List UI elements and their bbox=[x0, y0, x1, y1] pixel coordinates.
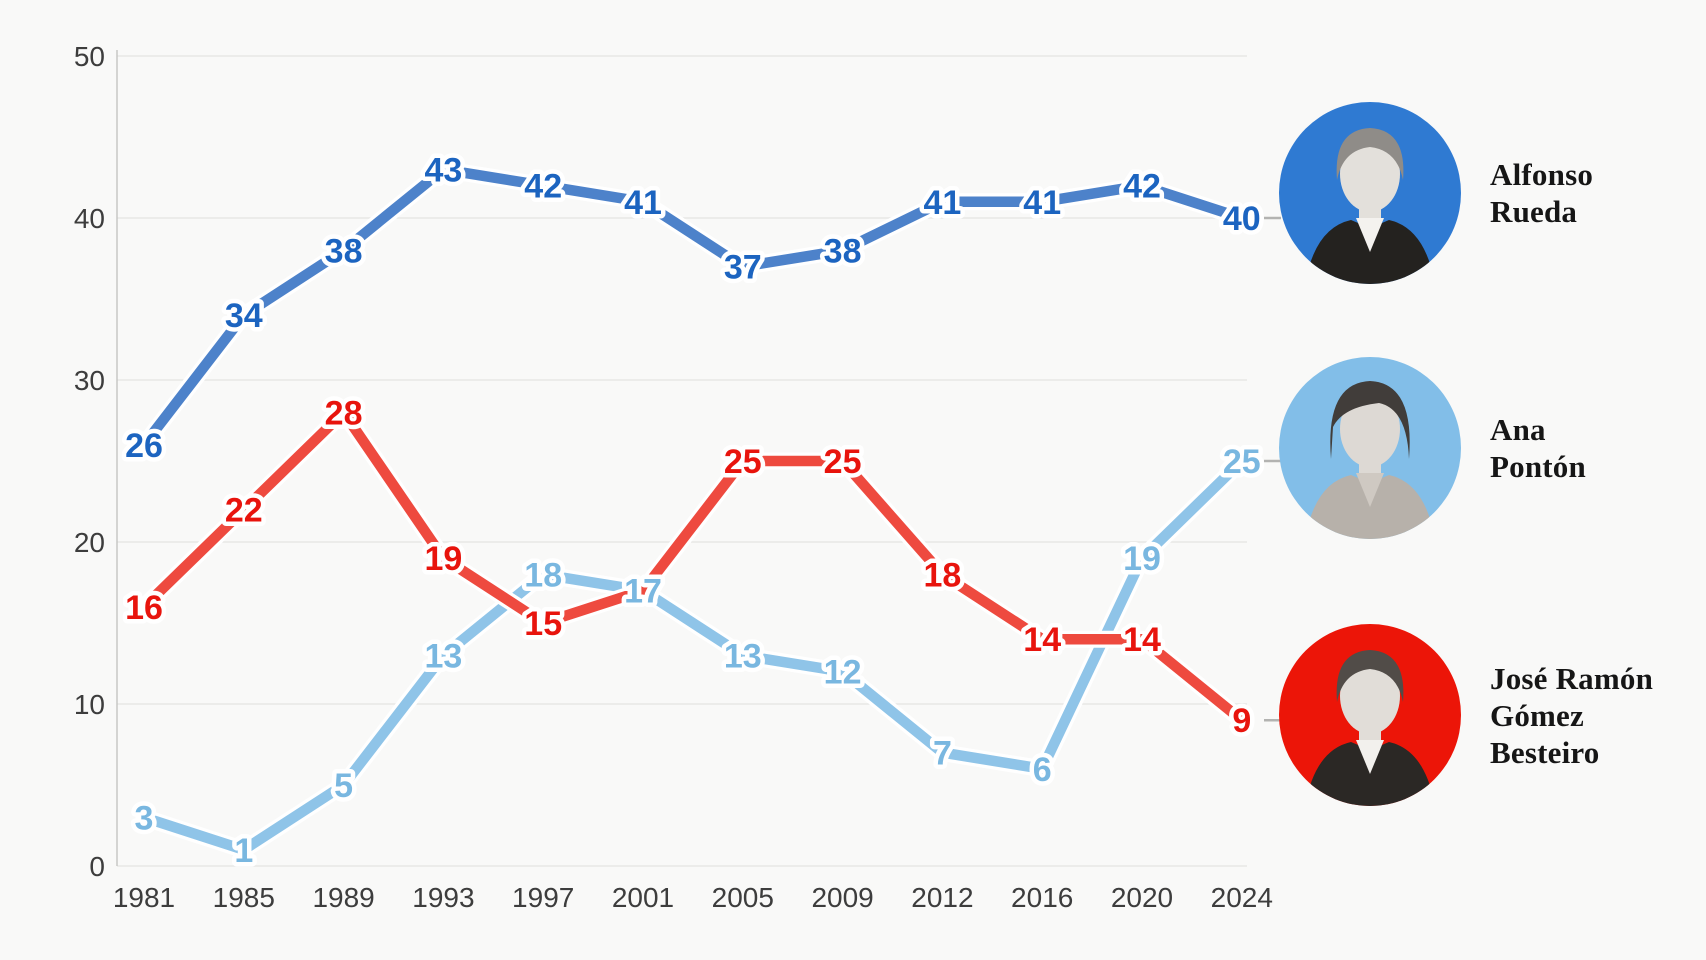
value-label: 19 bbox=[424, 540, 462, 578]
series-line-ana-ponton bbox=[138, 455, 1248, 856]
value-label: 40 bbox=[1223, 200, 1261, 238]
x-axis-tick-label: 2012 bbox=[911, 882, 973, 913]
x-axis-tick-label: 1997 bbox=[512, 882, 574, 913]
value-label: 6 bbox=[1033, 751, 1052, 789]
x-axis-tick-label: 1993 bbox=[412, 882, 474, 913]
value-label: 34 bbox=[225, 297, 263, 335]
x-axis-tick-label: 1989 bbox=[312, 882, 374, 913]
legend-item-ana-ponton: Ana Pontón bbox=[1279, 357, 1586, 539]
value-label: 41 bbox=[624, 184, 662, 222]
value-label: 3 bbox=[135, 799, 154, 837]
value-label: 15 bbox=[524, 605, 562, 643]
value-label: 22 bbox=[225, 492, 263, 530]
series-line-alfonso-rueda bbox=[138, 164, 1248, 451]
value-label: 41 bbox=[923, 184, 961, 222]
value-label: 18 bbox=[923, 556, 961, 594]
candidate-name-ana-ponton: Ana Pontón bbox=[1490, 411, 1586, 485]
x-axis-tick-label: 2024 bbox=[1211, 882, 1273, 913]
x-axis-tick-label: 2009 bbox=[811, 882, 873, 913]
avatar-ana-ponton bbox=[1279, 357, 1461, 539]
y-axis-tick-label: 50 bbox=[74, 41, 105, 72]
avatar-portrait bbox=[1305, 381, 1435, 539]
x-axis-tick-label: 2001 bbox=[612, 882, 674, 913]
series-line-casing-alfonso-rueda bbox=[135, 160, 1251, 454]
value-label: 42 bbox=[1123, 168, 1161, 206]
value-labels-jose-ramon-gomez-besteiro: 16 22 28 19 15 17 25 25 18 14 14 9 bbox=[121, 390, 1256, 745]
y-axis-tick-label: 0 bbox=[89, 851, 105, 882]
value-label: 7 bbox=[933, 735, 952, 773]
y-grid: 0 10 20 30 40 50 bbox=[74, 41, 1247, 882]
candidate-name-line: Ana bbox=[1490, 412, 1546, 447]
candidate-legend: Alfonso Rueda Ana Pontón José Ramón Góme… bbox=[1279, 0, 1706, 960]
value-label: 25 bbox=[724, 443, 762, 481]
y-axis-tick-label: 40 bbox=[74, 203, 105, 234]
x-axis-tick-label: 1985 bbox=[213, 882, 275, 913]
value-label: 1 bbox=[234, 832, 253, 870]
value-label: 28 bbox=[325, 394, 363, 432]
y-axis-tick-label: 30 bbox=[74, 365, 105, 396]
series-line-jose-ramon-gomez-besteiro bbox=[138, 407, 1248, 726]
value-label: 19 bbox=[1123, 540, 1161, 578]
candidate-name-line: Besteiro bbox=[1490, 734, 1600, 770]
x-axis-labels: 1981 1985 1989 1993 1997 2001 2005 2009 2012 2016… bbox=[113, 882, 1273, 913]
value-label: 42 bbox=[524, 168, 562, 206]
legend-item-alfonso-rueda: Alfonso Rueda bbox=[1279, 102, 1593, 284]
value-label: 38 bbox=[824, 232, 862, 270]
value-label: 25 bbox=[1223, 443, 1261, 481]
value-labels-alfonso-rueda: 26 34 38 43 42 41 37 38 41 41 42 40 bbox=[121, 147, 1266, 469]
value-label: 18 bbox=[524, 556, 562, 594]
value-label: 17 bbox=[624, 573, 662, 611]
candidate-name-line: Pontón bbox=[1490, 449, 1586, 484]
value-label: 43 bbox=[424, 151, 462, 189]
value-label: 14 bbox=[1123, 621, 1161, 659]
value-label: 38 bbox=[325, 232, 363, 270]
value-label: 41 bbox=[1023, 184, 1061, 222]
candidate-name-line: José Ramón bbox=[1490, 660, 1654, 696]
value-label: 17 bbox=[624, 573, 662, 611]
x-axis-tick-label: 2005 bbox=[712, 882, 774, 913]
value-label: 12 bbox=[824, 654, 862, 692]
avatar-alfonso-rueda bbox=[1279, 102, 1461, 284]
x-axis-tick-label: 1981 bbox=[113, 882, 175, 913]
value-label: 16 bbox=[125, 589, 163, 627]
x-axis-tick-label: 2016 bbox=[1011, 882, 1073, 913]
value-label: 13 bbox=[724, 637, 762, 675]
candidate-name-jose-ramon-gomez-besteiro: José Ramón Gómez Besteiro bbox=[1490, 660, 1653, 771]
avatar-portrait bbox=[1305, 650, 1435, 806]
candidate-name-line: Gómez bbox=[1490, 697, 1584, 733]
value-label: 5 bbox=[334, 767, 353, 805]
y-axis-tick-label: 20 bbox=[74, 527, 105, 558]
candidate-name-alfonso-rueda: Alfonso Rueda bbox=[1490, 156, 1593, 230]
value-label: 9 bbox=[1232, 702, 1251, 740]
series-line-casing-jose-ramon-gomez-besteiro bbox=[135, 403, 1251, 729]
candidate-name-line: Rueda bbox=[1490, 194, 1578, 229]
value-label: 37 bbox=[724, 249, 762, 287]
value-label: 13 bbox=[424, 637, 462, 675]
avatar-jose-ramon-gomez-besteiro bbox=[1279, 624, 1461, 806]
value-label: 26 bbox=[125, 427, 163, 465]
y-axis-tick-label: 10 bbox=[74, 689, 105, 720]
legend-item-jose-ramon-gomez-besteiro: José Ramón Gómez Besteiro bbox=[1279, 624, 1653, 806]
avatar-portrait bbox=[1305, 128, 1435, 284]
value-label: 25 bbox=[824, 443, 862, 481]
candidate-name-line: Alfonso bbox=[1490, 157, 1594, 192]
value-label: 14 bbox=[1023, 621, 1061, 659]
x-axis-tick-label: 2020 bbox=[1111, 882, 1173, 913]
